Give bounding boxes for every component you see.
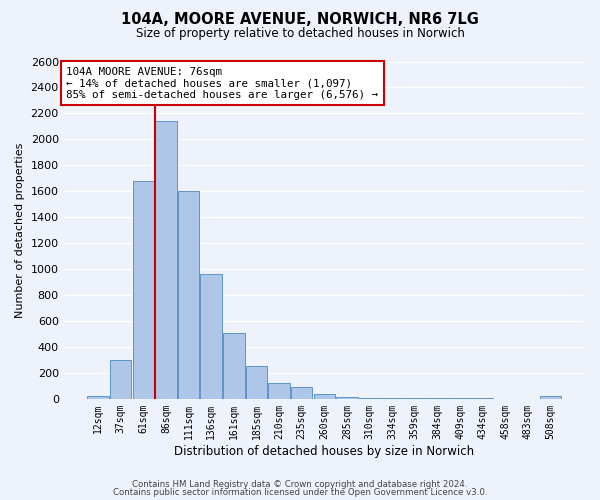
Text: 104A MOORE AVENUE: 76sqm
← 14% of detached houses are smaller (1,097)
85% of sem: 104A MOORE AVENUE: 76sqm ← 14% of detach… xyxy=(66,66,378,100)
Bar xyxy=(314,394,335,399)
Bar xyxy=(200,274,222,399)
Text: 104A, MOORE AVENUE, NORWICH, NR6 7LG: 104A, MOORE AVENUE, NORWICH, NR6 7LG xyxy=(121,12,479,28)
Bar xyxy=(382,398,403,399)
Bar xyxy=(223,332,245,399)
Bar xyxy=(404,398,425,399)
Y-axis label: Number of detached properties: Number of detached properties xyxy=(15,142,25,318)
Bar xyxy=(110,360,131,399)
Bar xyxy=(359,398,380,399)
Bar xyxy=(427,398,448,399)
Bar xyxy=(268,384,290,399)
Bar xyxy=(155,121,177,399)
Bar xyxy=(178,191,199,399)
Bar xyxy=(540,396,562,399)
Bar xyxy=(472,398,493,399)
X-axis label: Distribution of detached houses by size in Norwich: Distribution of detached houses by size … xyxy=(174,444,475,458)
Bar xyxy=(336,397,358,399)
Bar xyxy=(246,366,267,399)
Text: Contains public sector information licensed under the Open Government Licence v3: Contains public sector information licen… xyxy=(113,488,487,497)
Text: Size of property relative to detached houses in Norwich: Size of property relative to detached ho… xyxy=(136,28,464,40)
Bar xyxy=(449,398,471,399)
Bar xyxy=(133,181,154,399)
Bar xyxy=(291,386,313,399)
Text: Contains HM Land Registry data © Crown copyright and database right 2024.: Contains HM Land Registry data © Crown c… xyxy=(132,480,468,489)
Bar xyxy=(88,396,109,399)
